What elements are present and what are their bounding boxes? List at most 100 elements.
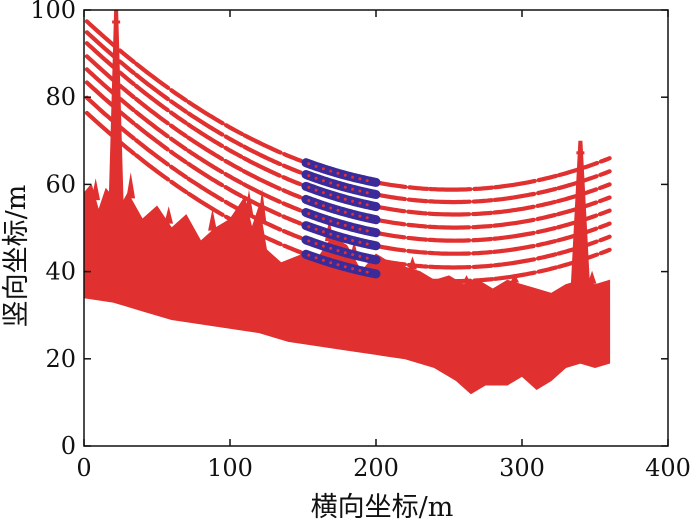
x-tick-label: 0 bbox=[76, 454, 91, 482]
highlight-point bbox=[314, 242, 318, 246]
highlight-point bbox=[307, 199, 311, 202]
highlight-point bbox=[329, 219, 333, 223]
highlighted-segment bbox=[301, 235, 381, 265]
y-tick-label: 60 bbox=[45, 170, 76, 198]
ground-point-cloud bbox=[84, 183, 611, 395]
vegetation-spike bbox=[91, 178, 101, 201]
y-tick-label: 0 bbox=[61, 432, 76, 460]
highlight-point bbox=[365, 242, 369, 246]
highlight-point bbox=[329, 181, 333, 185]
highlight-point bbox=[314, 176, 318, 180]
highlight-point bbox=[358, 269, 362, 272]
highlight-point bbox=[314, 164, 318, 168]
y-tick-label: 20 bbox=[45, 345, 76, 373]
highlight-point bbox=[358, 214, 362, 218]
tower-2 bbox=[570, 140, 591, 294]
highlight-point bbox=[365, 191, 369, 195]
highlighted-segment bbox=[301, 221, 381, 251]
highlight-point bbox=[307, 162, 311, 166]
highlight-point bbox=[351, 267, 355, 271]
highlight-point bbox=[314, 227, 318, 231]
highlight-point bbox=[351, 175, 355, 179]
highlight-point bbox=[358, 189, 362, 193]
highlighted-segment bbox=[301, 208, 381, 238]
highlight-point bbox=[343, 210, 347, 214]
highlight-point bbox=[336, 249, 340, 253]
axes: 0 100 200 300 400 0 20 40 60 80 100 bbox=[30, 0, 691, 482]
highlight-point bbox=[329, 193, 333, 197]
x-axis-label: 横向坐标/m bbox=[311, 492, 454, 523]
highlight-point bbox=[343, 173, 347, 177]
highlight-point bbox=[343, 251, 347, 255]
x-tick-label: 300 bbox=[499, 454, 545, 482]
highlight-point bbox=[343, 197, 347, 201]
highlight-point bbox=[343, 265, 347, 269]
vegetation-spike bbox=[244, 189, 254, 216]
highlight-point bbox=[365, 179, 369, 183]
highlight-point bbox=[329, 232, 333, 236]
highlight-point bbox=[365, 270, 369, 274]
highlight-point bbox=[343, 237, 347, 240]
highlight-point bbox=[343, 223, 347, 227]
highlight-point bbox=[329, 206, 333, 210]
highlight-point bbox=[307, 174, 311, 178]
highlight-point bbox=[365, 216, 369, 220]
highlight-point bbox=[351, 239, 355, 242]
plot-area bbox=[84, 10, 612, 395]
highlight-point bbox=[365, 229, 369, 233]
highlighted-segment bbox=[301, 249, 381, 279]
y-tick-label: 80 bbox=[45, 83, 76, 111]
highlight-point bbox=[321, 167, 325, 171]
highlight-point bbox=[321, 244, 325, 248]
highlight-point bbox=[365, 256, 369, 260]
highlight-point bbox=[336, 171, 340, 175]
highlight-point bbox=[307, 225, 311, 229]
highlight-point bbox=[321, 191, 325, 195]
highlight-point bbox=[314, 201, 318, 205]
highlight-point bbox=[307, 185, 311, 189]
y-tick-label: 40 bbox=[45, 258, 76, 286]
x-tick-label: 400 bbox=[645, 454, 691, 482]
vegetation-spike bbox=[126, 172, 136, 199]
highlight-point bbox=[307, 239, 311, 243]
highlight-point bbox=[336, 221, 340, 225]
y-axis-label: 竖向坐标/m bbox=[1, 185, 32, 328]
highlight-point bbox=[321, 217, 325, 221]
highlighted-segment bbox=[301, 158, 381, 187]
highlighted-segment bbox=[301, 194, 381, 225]
highlighted-segment bbox=[301, 181, 381, 212]
highlight-point bbox=[336, 263, 340, 267]
highlighted-segment bbox=[301, 170, 381, 199]
highlight-point bbox=[329, 169, 333, 173]
highlight-point bbox=[336, 195, 340, 199]
vegetation-spike bbox=[164, 206, 174, 224]
highlight-point bbox=[307, 253, 311, 257]
highlight-point bbox=[351, 187, 355, 191]
vegetation-spike bbox=[208, 208, 217, 231]
highlight-point bbox=[336, 183, 340, 187]
highlight-point bbox=[358, 254, 362, 258]
highlight-point bbox=[321, 179, 325, 183]
x-tick-label: 200 bbox=[353, 454, 399, 482]
highlight-point bbox=[358, 201, 362, 205]
highlight-point bbox=[351, 199, 355, 203]
highlight-point bbox=[314, 256, 318, 260]
highlight-point bbox=[351, 212, 355, 216]
highlight-point bbox=[351, 253, 355, 257]
highlight-point bbox=[343, 185, 347, 189]
highlight-point bbox=[365, 203, 369, 207]
highlight-point bbox=[314, 214, 318, 218]
y-tick-label: 100 bbox=[30, 0, 76, 24]
x-tick-label: 100 bbox=[207, 454, 253, 482]
highlight-point bbox=[307, 212, 311, 216]
highlight-point bbox=[358, 177, 362, 181]
highlight-point bbox=[329, 246, 333, 250]
tower-1 bbox=[106, 10, 127, 294]
highlight-point bbox=[336, 234, 340, 238]
highlight-point bbox=[321, 258, 325, 262]
highlight-point bbox=[314, 188, 318, 192]
highlight-point bbox=[321, 204, 325, 208]
highlight-point bbox=[358, 227, 362, 231]
highlight-point bbox=[336, 208, 340, 212]
